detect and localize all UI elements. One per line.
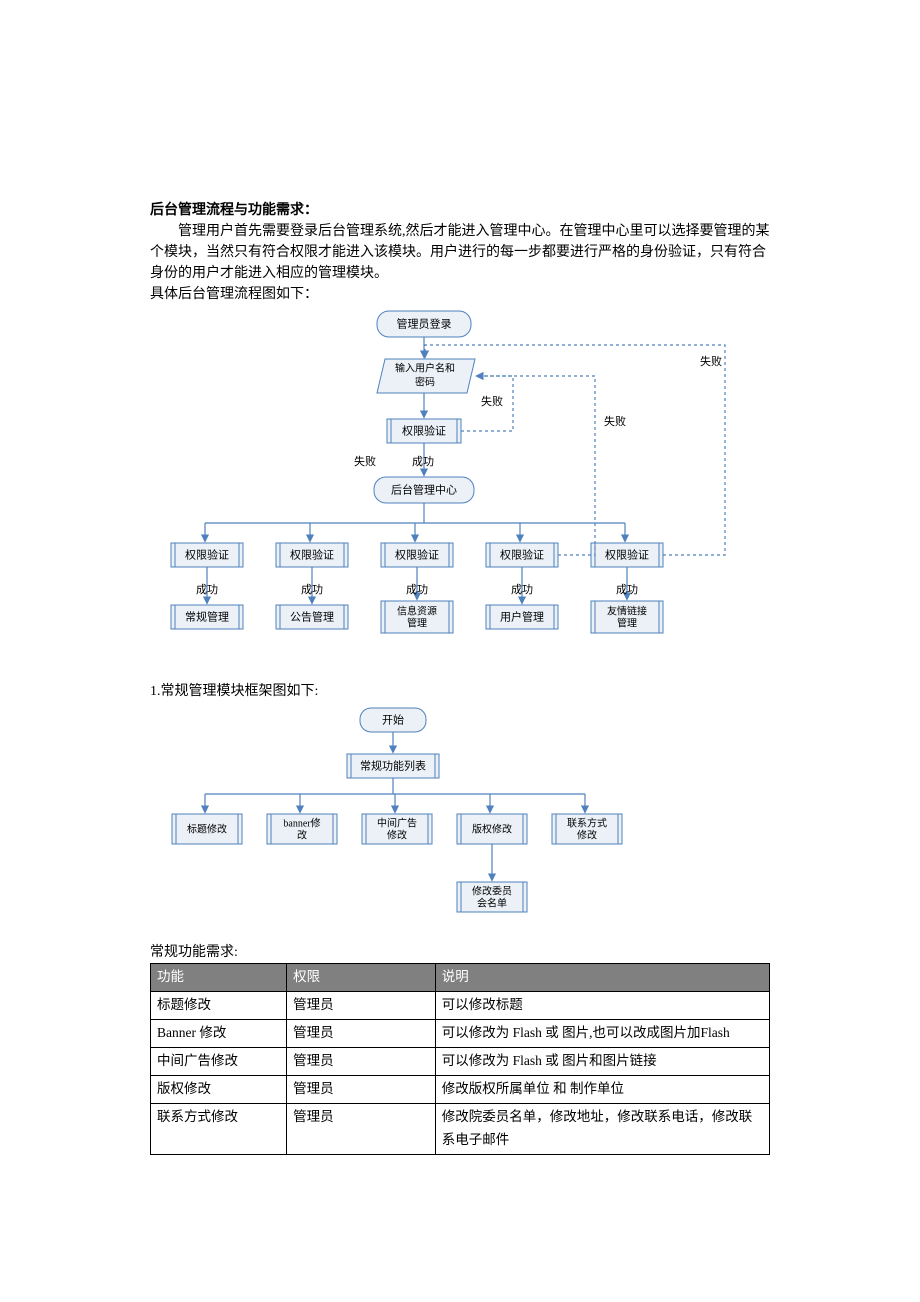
req-col-0: 功能 xyxy=(151,964,287,992)
svg-text:版权修改: 版权修改 xyxy=(472,822,512,835)
node-login-label: 管理员登录 xyxy=(397,317,452,331)
node-m1-label: 常规管理 xyxy=(185,610,229,624)
svg-text:会名单: 会名单 xyxy=(477,896,507,909)
requirements-table: 功能 权限 说明 标题修改 管理员 可以修改标题 Banner 修改 管理员 可… xyxy=(150,963,770,1155)
edge-label-fail4: 失败 xyxy=(700,354,722,368)
node-m2-label: 公告管理 xyxy=(290,610,334,624)
node-perm-3-label: 权限验证 xyxy=(395,548,439,562)
node-m5-label: 友情链接 xyxy=(607,604,647,617)
edge-label-s2: 成功 xyxy=(301,583,323,596)
svg-text:修改: 修改 xyxy=(577,828,597,841)
table-row: 联系方式修改 管理员 修改院委员名单，修改地址，修改联系电话，修改联系电子邮件 xyxy=(151,1103,770,1154)
node-list-label: 常规功能列表 xyxy=(360,759,426,773)
svg-text:中间广告: 中间广告 xyxy=(377,816,417,829)
node-t1-label: 标题修改 xyxy=(187,822,227,835)
node-perm-2-label: 权限验证 xyxy=(290,548,334,562)
edge-label-s4: 成功 xyxy=(511,583,533,596)
page-title: 后台管理流程与功能需求： xyxy=(150,200,770,221)
edge-label-s1: 成功 xyxy=(196,583,218,596)
section1-label: 1.常规管理模块框架图如下: xyxy=(150,681,770,702)
edge-label-fail2: 失败 xyxy=(354,454,376,468)
node-input-label1: 输入用户名和 xyxy=(395,361,455,374)
intro-paragraph-line2: 具体后台管理流程图如下： xyxy=(150,284,770,305)
table-row: 版权修改 管理员 修改版权所属单位 和 制作单位 xyxy=(151,1075,770,1103)
node-perm-5-label: 权限验证 xyxy=(605,548,649,562)
node-input-label2: 密码 xyxy=(415,375,435,388)
svg-text:banner修: banner修 xyxy=(283,816,320,829)
node-perm-4-label: 权限验证 xyxy=(500,548,544,562)
edge-label-fail3: 失败 xyxy=(604,414,626,428)
node-m4-label: 用户管理 xyxy=(500,610,544,624)
flowchart-sub: 开始 常规功能列表 标题修改 banner修 改 中间广告 修改 xyxy=(150,702,770,942)
node-auth-label: 权限验证 xyxy=(402,424,446,438)
svg-text:改: 改 xyxy=(297,828,307,841)
edge-label-fail: 失败 xyxy=(481,394,503,408)
node-m3-label2: 管理 xyxy=(407,616,427,629)
node-center-label: 后台管理中心 xyxy=(391,483,457,497)
node-start-label: 开始 xyxy=(382,713,404,727)
req-col-2: 说明 xyxy=(435,964,769,992)
svg-text:联系方式: 联系方式 xyxy=(567,816,607,829)
flowchart-main: 管理员登录 输入用户名和 密码 权限验证 失败 失败 成功 后台管理中心 xyxy=(150,305,770,675)
requirements-label: 常规功能需求: xyxy=(150,942,770,963)
svg-text:修改委员: 修改委员 xyxy=(472,884,512,897)
table-row: 中间广告修改 管理员 可以修改为 Flash 或 图片和图片链接 xyxy=(151,1047,770,1075)
table-row: 标题修改 管理员 可以修改标题 xyxy=(151,991,770,1019)
req-col-1: 权限 xyxy=(287,964,436,992)
node-m3-label: 信息资源 xyxy=(397,604,437,617)
table-row: Banner 修改 管理员 可以修改为 Flash 或 图片,也可以改成图片加F… xyxy=(151,1019,770,1047)
svg-text:修改: 修改 xyxy=(387,828,407,841)
node-perm-1-label: 权限验证 xyxy=(185,548,229,562)
node-m5-label2: 管理 xyxy=(617,616,637,629)
edge-label-s3: 成功 xyxy=(406,583,428,596)
intro-paragraph: 管理用户首先需要登录后台管理系统,然后才能进入管理中心。在管理中心里可以选择要管… xyxy=(150,221,770,284)
edge-label-s5: 成功 xyxy=(616,583,638,596)
edge-label-success: 成功 xyxy=(412,455,434,468)
